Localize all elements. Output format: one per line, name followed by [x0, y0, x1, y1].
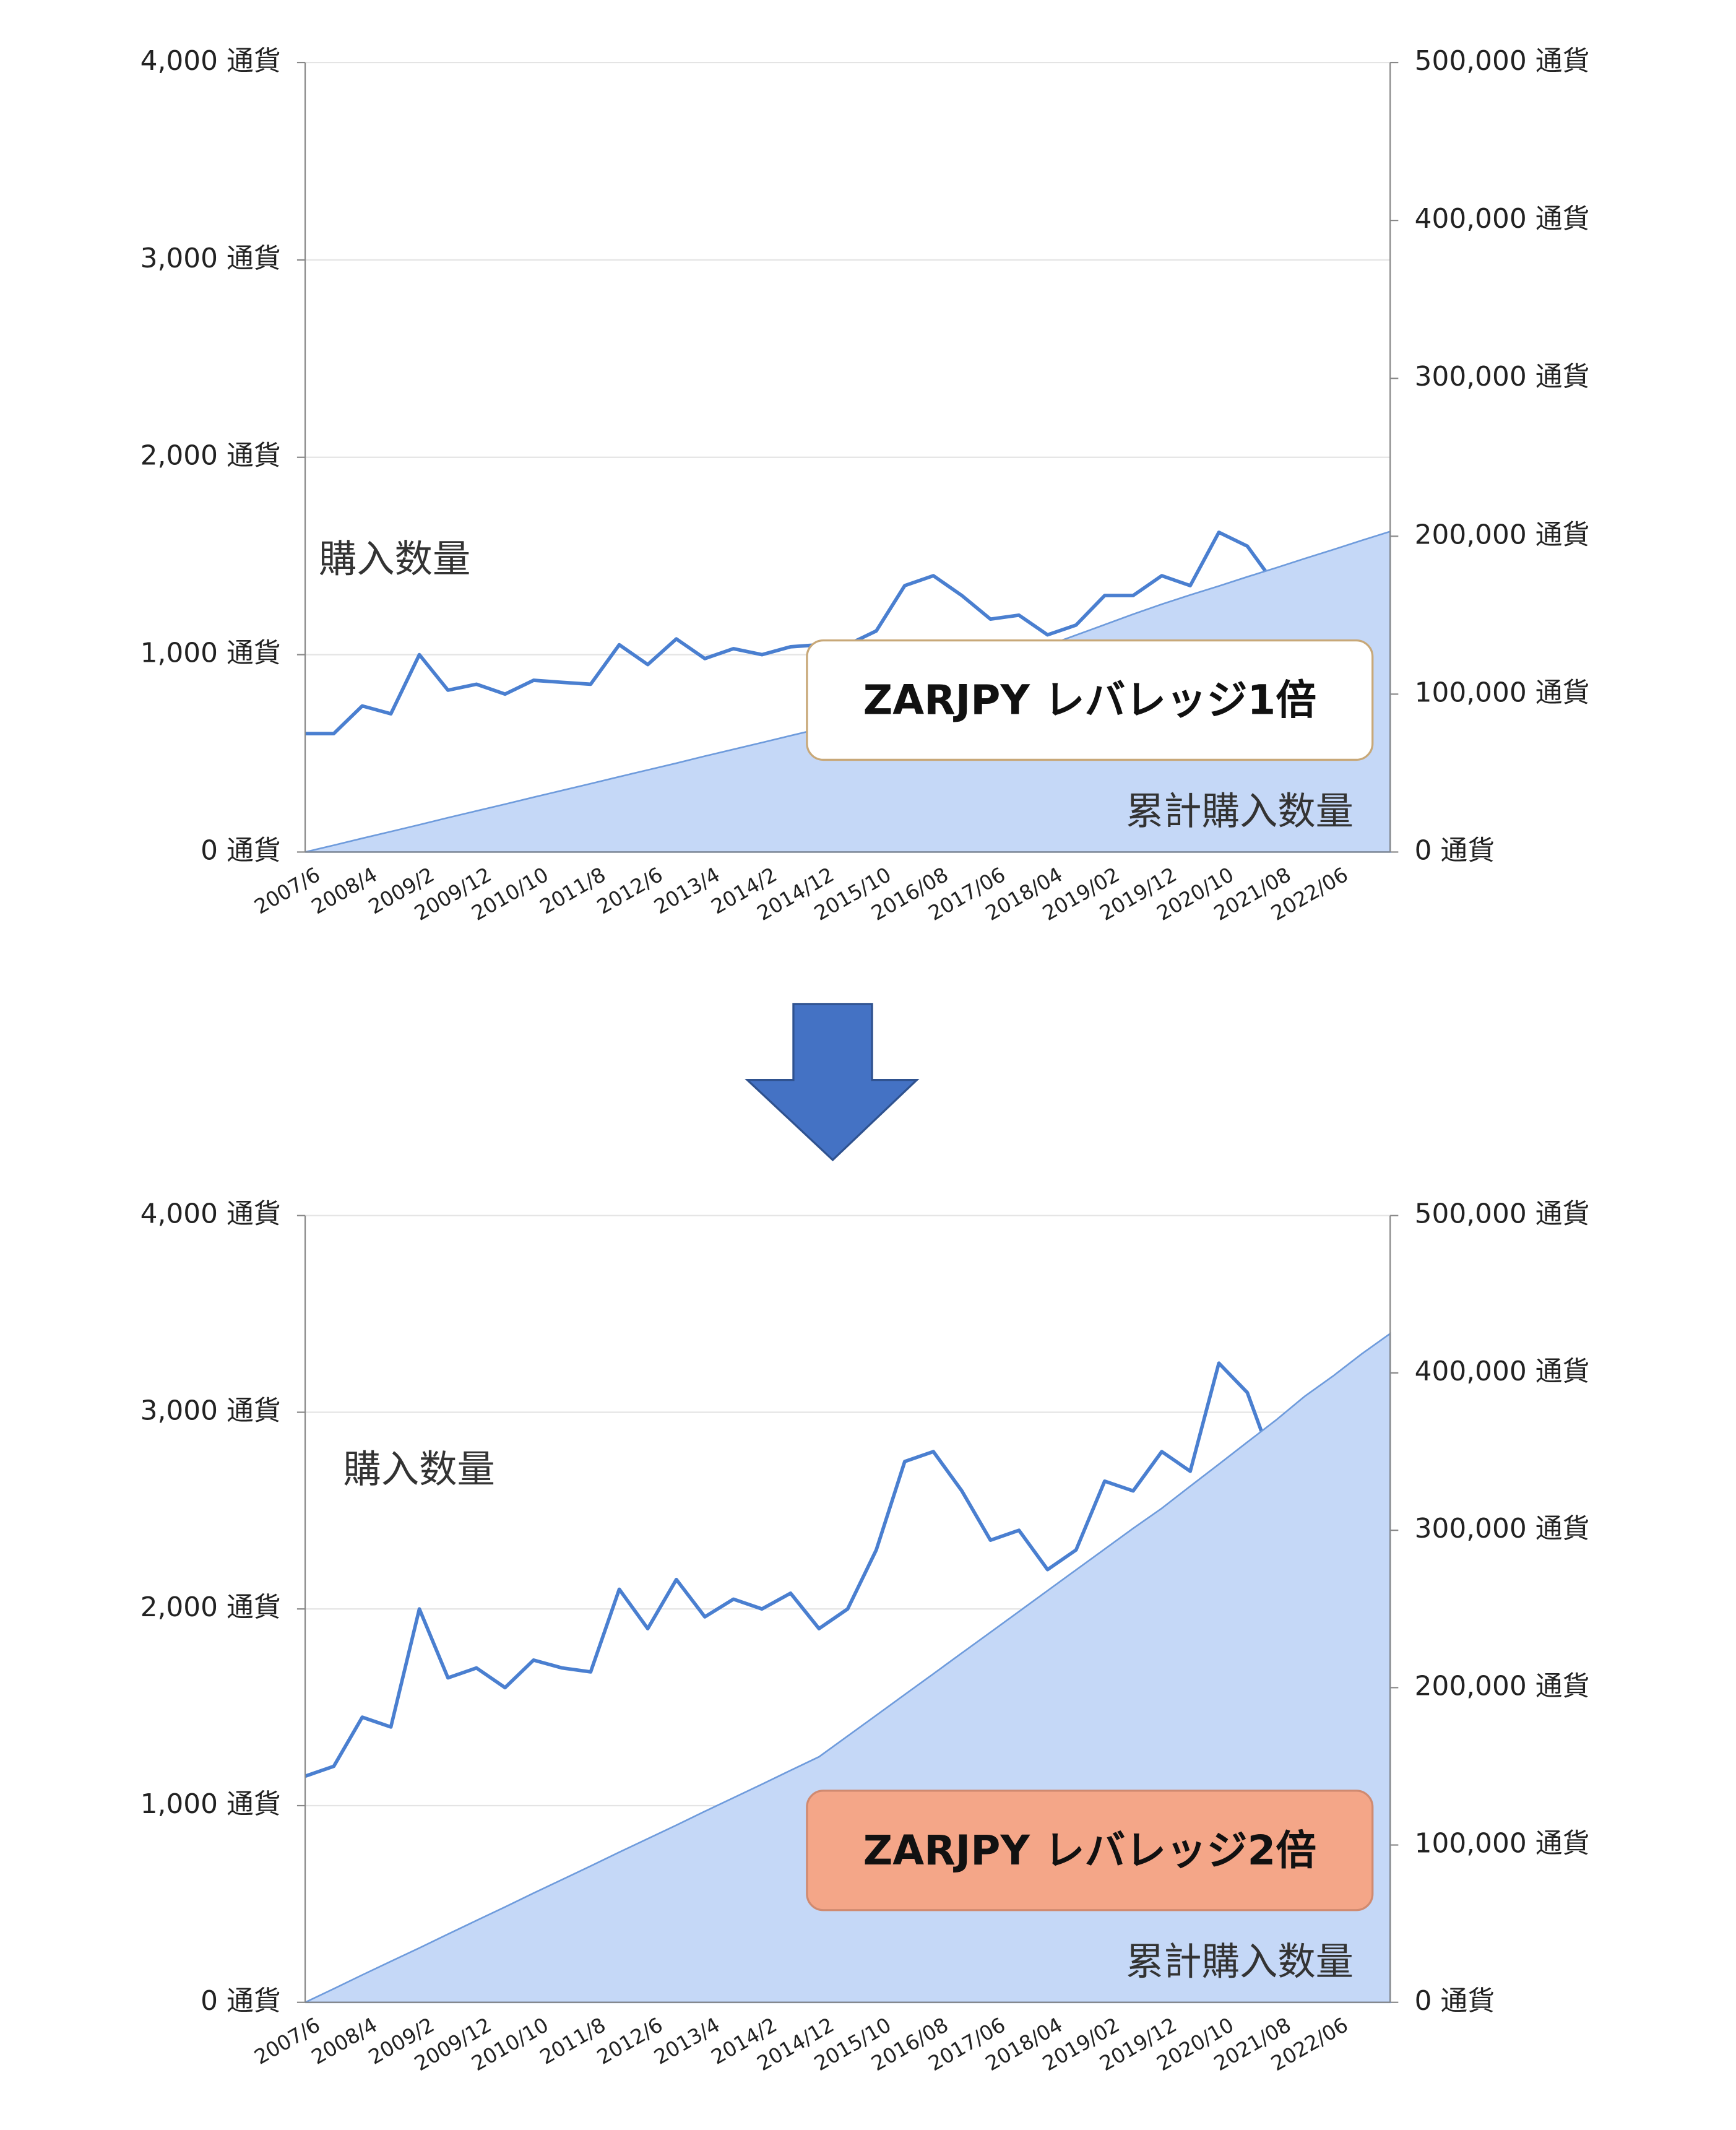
y-tick-label: 0 通貨 — [201, 1985, 280, 2017]
y2-tick-label: 100,000 通貨 — [1415, 677, 1590, 708]
x-tick-label: 2008/4 — [307, 2012, 381, 2069]
y2-tick-label: 0 通貨 — [1415, 1985, 1495, 2017]
y-tick-label: 3,000 通貨 — [140, 1395, 281, 1427]
y2-tick-label: 200,000 通貨 — [1415, 519, 1590, 550]
line — [304, 1361, 1391, 1778]
x-tick-label: 2013/4 — [650, 2012, 724, 2069]
series-label: 購入数量 — [343, 1448, 494, 1492]
y2-tick-label: 500,000 通貨 — [1415, 45, 1590, 77]
x-tick-label: 2012/6 — [593, 862, 667, 919]
x-tick-label: 2012/6 — [593, 2012, 667, 2069]
y-tick-label: 4,000 通貨 — [140, 45, 281, 77]
y2-tick-label: 300,000 通貨 — [1415, 361, 1590, 392]
series-label: 購入数量 — [319, 537, 470, 581]
x-tick-label: 2011/8 — [535, 862, 610, 919]
y-tick-label: 3,000 通貨 — [140, 243, 281, 274]
series-label: 累計購入数量 — [1126, 1940, 1354, 1984]
y2-tick-label: 100,000 通貨 — [1415, 1828, 1590, 1859]
chart: 0 通貨 1,000 通貨 2,000 通貨 3,000 通貨 4,000 通貨 0 通貨… — [140, 45, 1590, 925]
y-tick-label: 0 通貨 — [201, 834, 280, 866]
y2-tick-label: 400,000 通貨 — [1415, 203, 1590, 235]
y2-tick-label: 200,000 通貨 — [1415, 1670, 1590, 1702]
y2-tick-label: 400,000 通貨 — [1415, 1356, 1590, 1387]
x-tick-label: 2008/4 — [307, 862, 381, 919]
chart-title: ZARJPY レバレッジ2倍 — [863, 1827, 1316, 1874]
y2-tick-label: 0 通貨 — [1415, 834, 1495, 866]
y2-tick-label: 300,000 通貨 — [1415, 1513, 1590, 1544]
series-label: 累計購入数量 — [1126, 790, 1354, 834]
y2-tick-label: 500,000 通貨 — [1415, 1198, 1590, 1230]
y-tick-label: 4,000 通貨 — [140, 1198, 281, 1230]
y-tick-label: 1,000 通貨 — [140, 1788, 281, 1820]
title-box — [806, 1790, 1374, 1911]
y-tick-label: 1,000 通貨 — [140, 638, 281, 669]
x-tick-label: 2013/4 — [650, 862, 724, 919]
title-box — [806, 639, 1374, 761]
down-arrow — [745, 1003, 920, 1162]
x-tick-label: 2007/6 — [250, 862, 324, 919]
y-tick-label: 2,000 通貨 — [140, 1591, 281, 1623]
x-tick-label: 2007/6 — [250, 2012, 324, 2069]
chart-title: ZARJPY レバレッジ1倍 — [863, 676, 1316, 724]
y-tick-label: 2,000 通貨 — [140, 440, 281, 472]
chart: 0 通貨 1,000 通貨 2,000 通貨 3,000 通貨 4,000 通貨 0 通貨… — [140, 1198, 1590, 2076]
x-tick-label: 2011/8 — [535, 2012, 610, 2069]
